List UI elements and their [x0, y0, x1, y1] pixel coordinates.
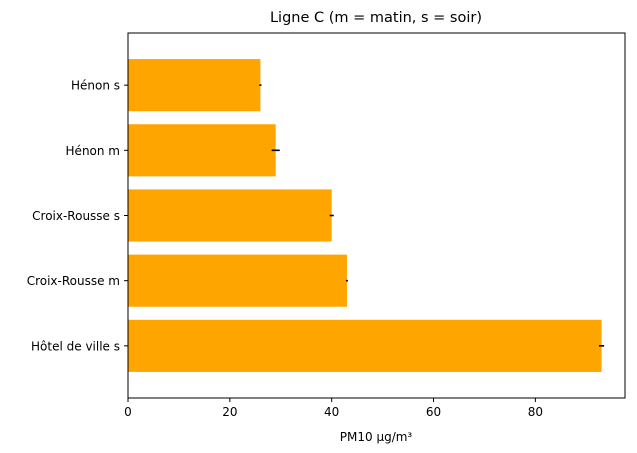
y-tick-label: Croix-Rousse s — [32, 209, 120, 223]
y-tick-label: Croix-Rousse m — [27, 274, 120, 288]
x-tick-label: 80 — [528, 405, 543, 419]
bar — [128, 319, 602, 372]
y-tick-label: Hénon m — [66, 144, 120, 158]
bar — [128, 189, 332, 242]
error-bars-group — [259, 84, 605, 347]
bar — [128, 124, 276, 177]
y-tick-label: Hôtel de ville s — [31, 339, 120, 353]
x-tick-label: 60 — [426, 405, 441, 419]
bar — [128, 59, 261, 112]
y-tick-label: Hénon s — [71, 79, 120, 93]
x-tick-label: 20 — [222, 405, 237, 419]
y-axis: Hôtel de ville s Croix-Rousse m Croix-Rous… — [27, 79, 128, 353]
x-axis: 0 20 40 60 80 — [124, 398, 543, 419]
x-axis-label: PM10 µg/m³ — [340, 430, 413, 444]
bars-group — [128, 59, 602, 372]
x-tick-label: 0 — [124, 405, 132, 419]
x-tick-label: 40 — [324, 405, 339, 419]
bar — [128, 254, 347, 307]
chart-title: Ligne C (m = matin, s = soir) — [270, 10, 482, 26]
